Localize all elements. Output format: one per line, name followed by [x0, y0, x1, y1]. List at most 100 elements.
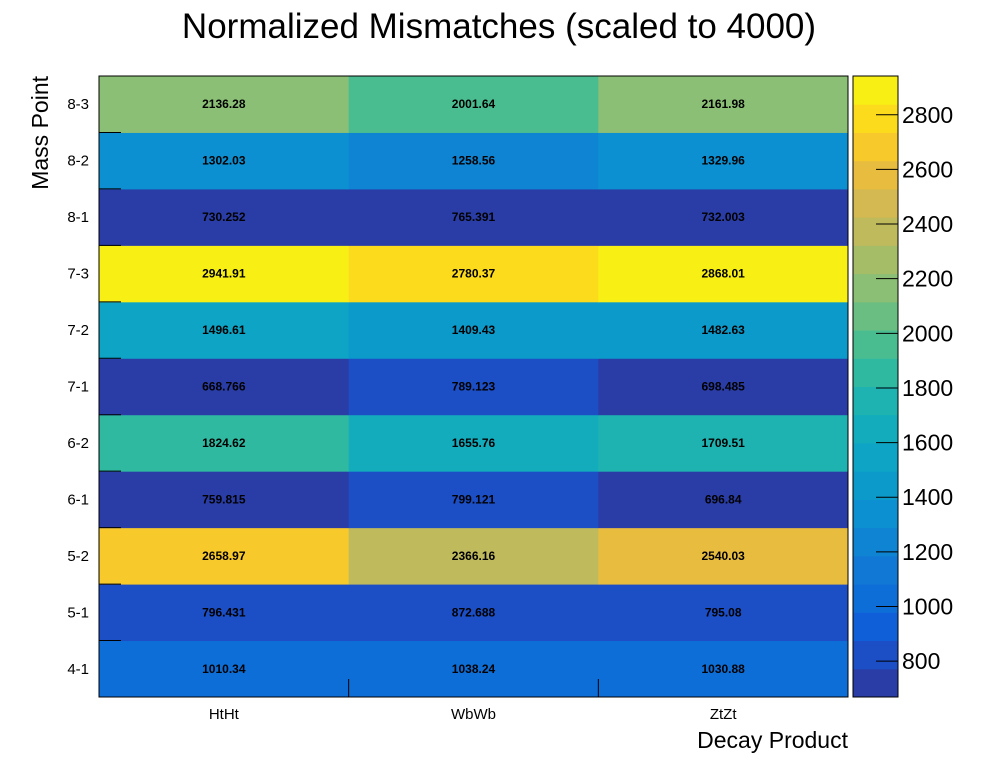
heatmap-cell-7-2-HtHt	[99, 301, 350, 359]
heatmap-cell-6-2-HtHt	[99, 414, 350, 472]
colorbar-tick-label: 1800	[902, 375, 953, 401]
cell-value-label: 698.485	[701, 380, 745, 394]
colorbar-band	[853, 471, 898, 500]
heatmap-cell-5-2-WbWb	[348, 527, 599, 585]
heatmap-cell-8-1-ZtZt	[598, 188, 849, 246]
colorbar-tick-label: 2000	[902, 320, 953, 346]
plot-frame	[98, 75, 849, 698]
heatmap-cell-7-2-WbWb	[348, 301, 599, 359]
heatmap-cell-8-2-ZtZt	[598, 132, 849, 190]
heatmap-cell-6-1-WbWb	[348, 471, 599, 529]
y-axis-tick-labels: 4-1 5-1 5-2 6-1 6-2 7-1 7-2 7-3 8-1 8-2 8-3	[67, 96, 89, 678]
heatmap-cell-8-1-WbWb	[348, 188, 599, 246]
colorbar-band	[853, 499, 898, 529]
x-tick-label: WbWb	[451, 706, 496, 723]
cell-value-label: 2540.03	[701, 549, 745, 563]
x-tick-label: ZtZt	[710, 706, 737, 723]
cell-value-label: 795.08	[705, 605, 742, 619]
cell-value-label: 799.121	[452, 492, 496, 506]
y-axis-ticks	[99, 131, 121, 642]
cell-value-label: 1482.63	[701, 323, 745, 337]
colorbar	[852, 75, 899, 698]
x-axis-title: Decay Product	[697, 727, 848, 753]
y-tick-label: 7-2	[67, 322, 89, 339]
colorbar-band	[853, 442, 898, 472]
colorbar-tick-label: 1200	[902, 539, 953, 565]
heatmap-cell-8-2-WbWb	[348, 132, 599, 190]
cell-value-label: 2780.37	[452, 267, 496, 281]
heatmap-cell-4-1-HtHt	[99, 640, 350, 698]
heatmap-cell-7-1-ZtZt	[598, 358, 849, 416]
cell-value-label: 2868.01	[701, 267, 745, 281]
cell-value-label: 1329.96	[701, 154, 745, 168]
colorbar-tick-label: 2800	[902, 102, 953, 128]
y-tick-label: 8-1	[67, 209, 89, 226]
colorbar-tick-label: 1600	[902, 430, 953, 456]
cell-value-label: 1655.76	[452, 436, 496, 450]
colorbar-tick-label: 2400	[902, 211, 953, 237]
colorbar-band	[853, 132, 898, 162]
cell-value-label: 2001.64	[452, 97, 496, 111]
cell-value-label: 2941.91	[202, 267, 246, 281]
colorbar-frame	[852, 75, 899, 698]
x-axis-tick-labels: HtHt WbWb ZtZt	[209, 706, 737, 723]
colorbar-tick-label: 2200	[902, 266, 953, 292]
heatmap-cell-7-1-WbWb	[348, 358, 599, 416]
colorbar-band	[853, 245, 898, 275]
y-tick-label: 8-2	[67, 153, 89, 170]
cell-value-label: 2161.98	[701, 97, 745, 111]
y-tick-label: 7-1	[67, 379, 89, 396]
y-tick-label: 7-3	[67, 266, 89, 283]
heatmap-cell-8-2-HtHt	[99, 132, 350, 190]
y-tick-label: 4-1	[67, 661, 89, 678]
colorbar-band	[853, 188, 898, 218]
heatmap-cell-6-2-WbWb	[348, 414, 599, 472]
colorbar-band	[853, 584, 898, 613]
heatmap-cell-5-2-HtHt	[99, 527, 350, 585]
cell-value-label: 796.431	[202, 605, 246, 619]
heatmap-cell-labels: 1010.34 1038.24 1030.88 796.431 872.688 795.0…	[202, 97, 745, 676]
y-axis-title: Mass Point	[27, 75, 53, 189]
cell-value-label: 1496.61	[202, 323, 246, 337]
heatmap-cell-6-1-ZtZt	[598, 471, 849, 529]
colorbar-band	[853, 217, 898, 246]
heatmap-cell-7-3-HtHt	[99, 245, 350, 303]
y-tick-label: 6-2	[67, 435, 89, 452]
heatmap-cell-8-3-WbWb	[348, 76, 599, 133]
heatmap-cells	[99, 76, 849, 698]
cell-value-label: 696.84	[705, 492, 742, 506]
cell-value-label: 1258.56	[452, 154, 496, 168]
heatmap-cell-8-3-ZtZt	[598, 76, 849, 133]
y-tick-label: 8-3	[67, 96, 89, 113]
heatmap-cell-6-1-HtHt	[99, 471, 350, 529]
heatmap-cell-5-1-ZtZt	[598, 584, 849, 642]
cell-value-label: 1302.03	[202, 154, 246, 168]
cell-value-label: 1709.51	[701, 436, 745, 450]
colorbar-ticks	[876, 114, 898, 662]
y-tick-label: 5-1	[67, 604, 89, 621]
colorbar-band	[853, 358, 898, 387]
cell-value-label: 1038.24	[452, 662, 496, 676]
colorbar-tick-label: 2600	[902, 156, 953, 182]
heatmap-cell-7-2-ZtZt	[598, 301, 849, 359]
cell-value-label: 1030.88	[701, 662, 745, 676]
colorbar-band	[853, 414, 898, 444]
y-tick-label: 5-2	[67, 548, 89, 565]
heatmap-cell-4-1-ZtZt	[598, 640, 849, 698]
cell-value-label: 668.766	[202, 380, 246, 394]
cell-value-label: 765.391	[452, 210, 496, 224]
colorbar-band	[853, 273, 898, 303]
colorbar-band	[853, 330, 898, 359]
cell-value-label: 1824.62	[202, 436, 246, 450]
cell-value-label: 2366.16	[452, 549, 496, 563]
colorbar-tick-label: 1400	[902, 484, 953, 510]
y-tick-label: 6-1	[67, 491, 89, 508]
colorbar-labels: 800 1000 1200 1400 1600 1800 2000 2200 2400 2600 2…	[902, 102, 953, 674]
cell-value-label: 789.123	[452, 380, 496, 394]
x-axis-ticks	[348, 679, 599, 697]
cell-value-label: 1409.43	[452, 323, 496, 337]
cell-value-label: 730.252	[202, 210, 246, 224]
heatmap-cell-8-3-HtHt	[99, 76, 350, 133]
colorbar-band	[853, 640, 898, 670]
